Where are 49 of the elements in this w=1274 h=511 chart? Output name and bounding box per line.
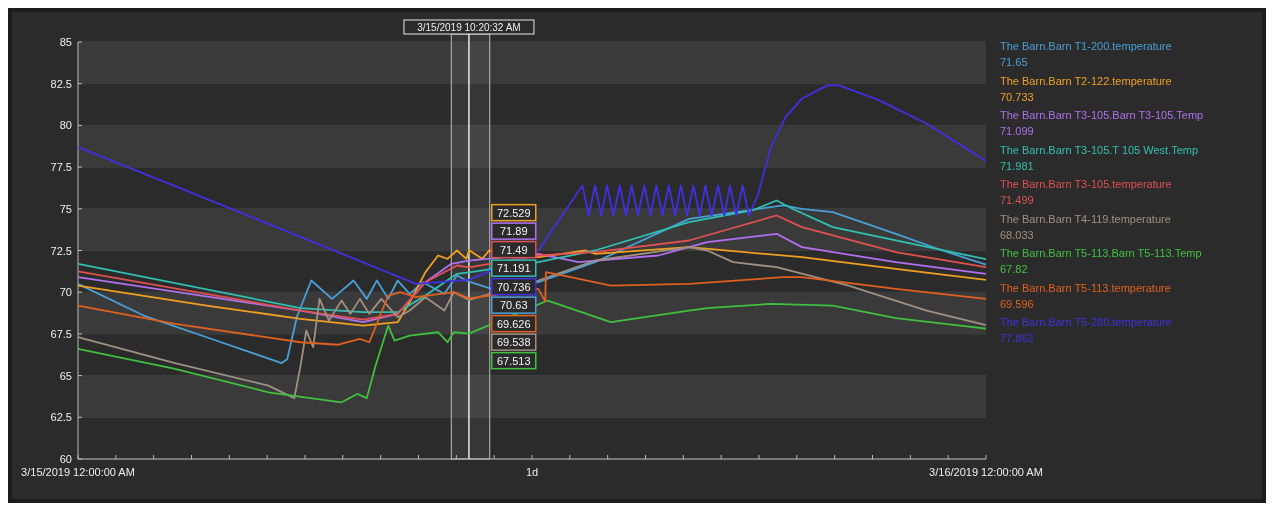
y-tick-label: 60 <box>59 453 72 465</box>
y-tick-label: 82.5 <box>50 77 72 90</box>
y-tick-label: 70 <box>59 286 72 299</box>
line-series <box>77 299 987 404</box>
text: 77.862 <box>1000 332 1034 344</box>
line-series <box>77 271 987 346</box>
annotation: 70.736 <box>496 280 531 293</box>
y-tick-label: 65 <box>59 369 72 382</box>
line-series <box>77 84 987 285</box>
annotation: 67.513 <box>496 354 531 367</box>
ref-line-label: 3/15/2019 10:20:32 AM <box>417 22 521 33</box>
y-tick-label: 67.5 <box>50 327 72 340</box>
text: 71.099 <box>1000 125 1034 137</box>
x-tick-label: 3/15/2019 12:00:00 AM <box>21 466 135 478</box>
line-series <box>77 246 987 400</box>
annotation: 71.191 <box>496 262 531 275</box>
y-tick-label: 75 <box>59 202 72 215</box>
text: 69.596 <box>1000 297 1034 310</box>
text: The Barn.Barn T1-200.temperature <box>1000 40 1172 52</box>
text: 71.981 <box>1000 159 1034 172</box>
y-tick-label: 85 <box>59 36 72 48</box>
annotation: 72.529 <box>496 206 531 219</box>
series-label: The Barn.Barn T5-113.temperature <box>1000 281 1171 294</box>
text: 71.65 <box>1000 56 1028 68</box>
y-tick-label: 62.5 <box>50 411 72 424</box>
y-tick-label: 72.5 <box>50 244 72 257</box>
text: 67.82 <box>1000 263 1028 275</box>
text: The Barn.Barn T2-122.temperature <box>1000 74 1172 87</box>
text: 71.499 <box>1000 194 1034 206</box>
annotation: 71.89 <box>499 225 528 238</box>
text: The Barn.Barn T3-105.Barn T3-105.Temp <box>1000 109 1204 121</box>
text: The Barn.Barn T4-119.temperature <box>1000 212 1171 225</box>
y-tick-label: 77.5 <box>50 161 72 174</box>
x-tick-label: 1d <box>525 466 539 478</box>
text: The Barn.Barn T5-113.Barn T5-113.Temp <box>1000 247 1202 259</box>
text: 70.733 <box>1000 90 1034 103</box>
line-series <box>77 199 987 314</box>
text: 68.033 <box>1000 228 1034 241</box>
annotation: 71.49 <box>499 243 528 256</box>
annotation: 70.63 <box>499 299 528 312</box>
text: The Barn.Barn T3-105.T 105 West.Temp <box>1000 143 1199 156</box>
text: The Barn.Barn T5-280.temperature <box>1000 316 1172 328</box>
line-series <box>77 246 987 327</box>
text: The Barn.Barn T3-105.temperature <box>1000 178 1172 190</box>
x-tick-label: 3/16/2019 12:00:00 AM <box>929 466 1043 478</box>
annotation: 69.626 <box>496 317 531 330</box>
annotation: 69.538 <box>496 336 531 349</box>
line-series <box>77 204 987 364</box>
y-tick-label: 80 <box>59 119 72 132</box>
